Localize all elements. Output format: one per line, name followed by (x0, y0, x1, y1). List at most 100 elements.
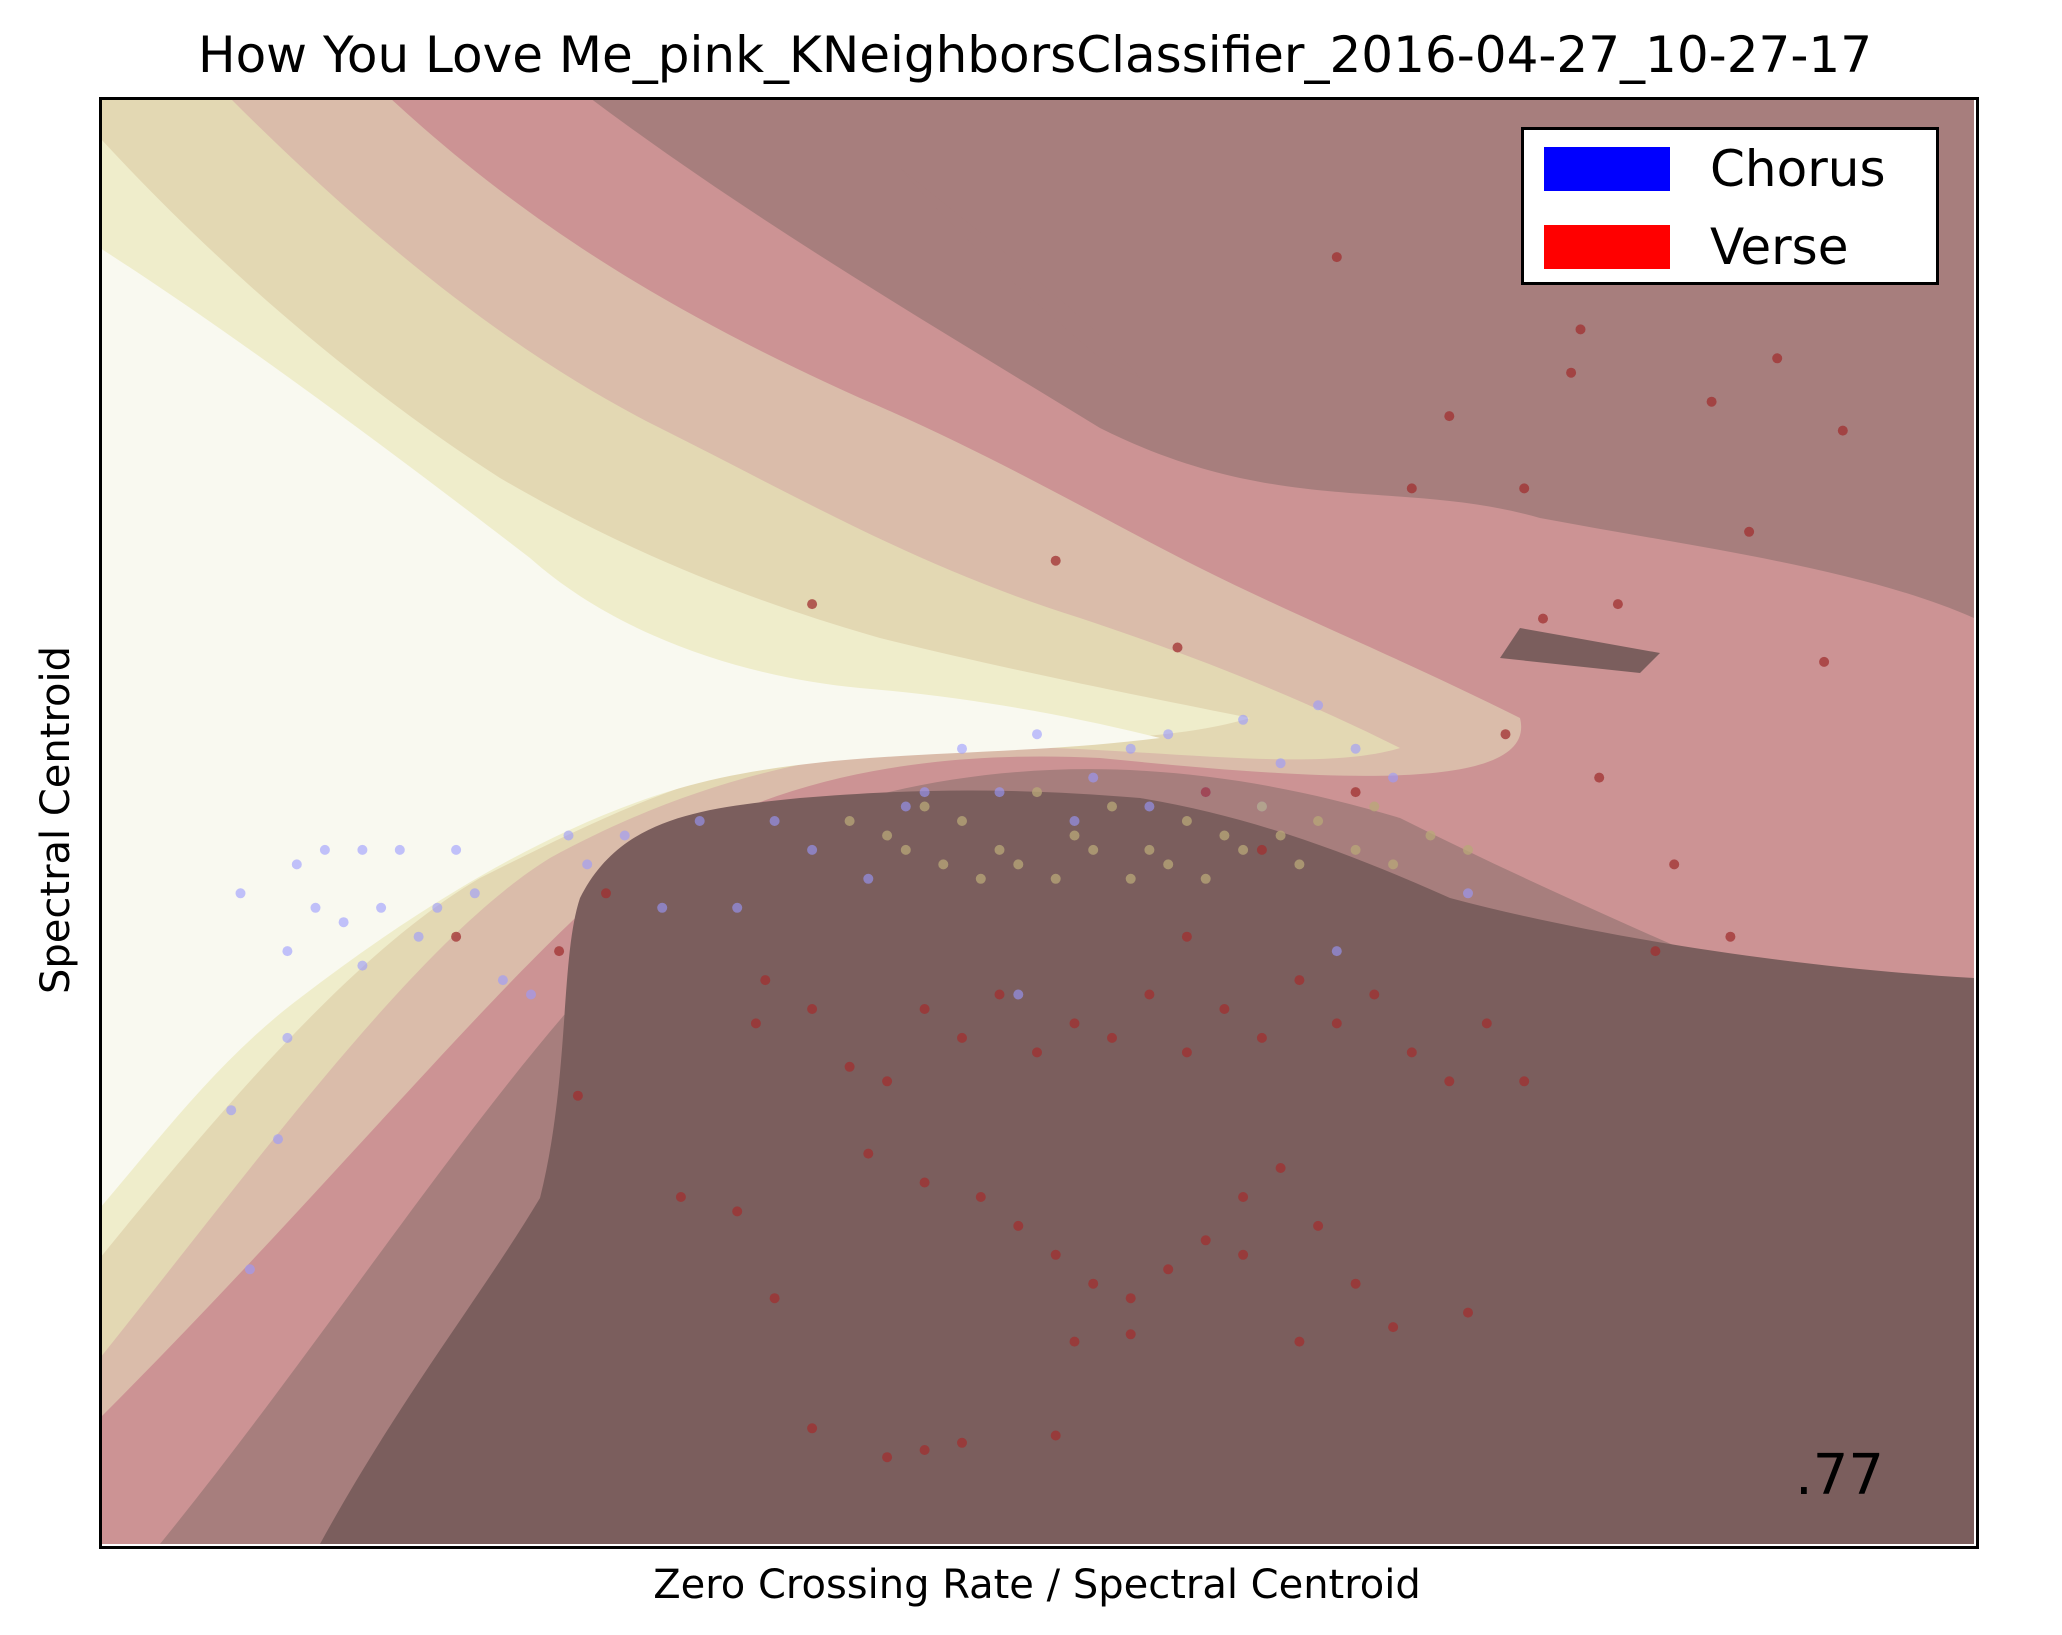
point-verse-3 (882, 1076, 893, 1087)
point-verse-57 (1406, 483, 1417, 494)
point-mixed-22 (1275, 830, 1286, 841)
point-chorus-12 (469, 888, 480, 899)
point-verse-15 (1331, 1018, 1342, 1029)
point-mixed-24 (1350, 844, 1361, 855)
point-verse-63 (1256, 844, 1267, 855)
point-verse-38 (882, 1452, 893, 1463)
point-verse-42 (1069, 1336, 1080, 1347)
point-verse-78 (1538, 613, 1548, 624)
point-verse-34 (675, 1192, 686, 1202)
point-mixed-3 (957, 816, 967, 826)
point-mixed-7 (1107, 801, 1117, 812)
point-mixed-29 (1369, 801, 1380, 812)
point-verse-25 (1088, 1278, 1099, 1289)
point-chorus-44 (919, 787, 930, 798)
point-chorus-20 (732, 902, 743, 913)
point-mixed-6 (1069, 830, 1080, 841)
point-verse-70 (807, 599, 818, 610)
point-verse-47 (1519, 1076, 1530, 1087)
point-chorus-41 (1331, 946, 1342, 957)
series-chorus (226, 700, 1473, 1275)
point-verse-5 (957, 1032, 967, 1043)
point-verse-53 (1837, 425, 1848, 436)
point-verse-71 (1050, 555, 1061, 566)
point-mixed-19 (1163, 859, 1174, 870)
point-verse-69 (1612, 599, 1623, 610)
point-mixed-9 (1181, 816, 1192, 826)
point-verse-48 (1650, 946, 1661, 957)
point-verse-9 (1107, 1032, 1117, 1043)
point-verse-41 (1050, 1430, 1061, 1441)
point-verse-52 (1772, 353, 1783, 364)
y-axis-label: Spectral Centroid (33, 646, 79, 994)
point-mixed-14 (975, 873, 986, 884)
point-chorus-40 (1013, 989, 1024, 1000)
point-verse-45 (1294, 1336, 1305, 1347)
point-chorus-17 (619, 830, 630, 841)
point-chorus-2 (291, 859, 302, 870)
point-chorus-18 (657, 902, 668, 913)
point-verse-66 (1594, 772, 1605, 783)
point-chorus-15 (563, 830, 574, 841)
point-chorus-22 (807, 844, 818, 855)
point-mixed-11 (1256, 801, 1267, 812)
point-verse-30 (1275, 1163, 1286, 1173)
legend-item-chorus: Chorus (1544, 140, 1886, 198)
point-chorus-42 (1463, 888, 1473, 899)
point-verse-2 (844, 1061, 855, 1072)
point-chorus-3 (310, 902, 321, 913)
point-chorus-38 (282, 1032, 293, 1043)
decision-regions (100, 98, 1974, 1544)
point-verse-16 (1369, 989, 1380, 1000)
point-chorus-45 (1069, 816, 1080, 826)
point-mixed-2 (919, 801, 930, 812)
point-verse-21 (919, 1177, 930, 1188)
point-mixed-18 (1125, 873, 1136, 884)
point-verse-18 (1444, 1076, 1455, 1087)
point-mixed-28 (900, 844, 911, 855)
point-verse-26 (1125, 1293, 1136, 1304)
point-chorus-28 (1088, 772, 1099, 783)
chart-title: How You Love Me_pink_KNeighborsClassifie… (197, 26, 1873, 84)
point-chorus-43 (273, 1134, 283, 1145)
point-verse-0 (750, 1018, 761, 1029)
legend-swatch-verse (1544, 225, 1670, 269)
point-verse-75 (1331, 252, 1342, 263)
point-verse-56 (1444, 411, 1455, 422)
point-chorus-25 (957, 743, 967, 754)
point-verse-72 (1200, 787, 1211, 798)
point-verse-74 (554, 946, 565, 957)
legend-item-verse: Verse (1544, 218, 1848, 276)
point-verse-59 (760, 975, 771, 986)
region-core-verse (320, 790, 1974, 1544)
point-chorus-1 (282, 946, 293, 957)
point-verse-35 (732, 1206, 743, 1217)
point-verse-6 (994, 989, 1005, 1000)
point-chorus-9 (413, 931, 424, 942)
point-chorus-10 (432, 902, 443, 913)
point-chorus-0 (235, 888, 246, 899)
point-mixed-10 (1219, 830, 1230, 841)
point-mixed-17 (1088, 844, 1099, 855)
legend-swatch-chorus (1544, 147, 1670, 191)
point-mixed-4 (994, 844, 1005, 855)
point-mixed-0 (844, 816, 855, 826)
point-verse-1 (807, 1004, 818, 1014)
point-verse-65 (1500, 729, 1511, 740)
point-chorus-14 (526, 989, 536, 1000)
point-mixed-16 (1050, 873, 1061, 884)
score-annotation: .77 (1795, 1443, 1885, 1508)
series-mixed (844, 787, 1473, 884)
point-verse-36 (769, 1293, 780, 1304)
point-verse-19 (1481, 1018, 1492, 1029)
point-chorus-37 (226, 1105, 237, 1116)
point-verse-39 (919, 1445, 930, 1455)
point-verse-31 (1313, 1220, 1324, 1231)
point-chorus-30 (1163, 729, 1174, 740)
point-verse-51 (1706, 396, 1717, 407)
point-verse-61 (572, 1090, 583, 1101)
point-verse-20 (863, 1148, 874, 1159)
point-chorus-4 (319, 844, 330, 855)
point-verse-28 (1200, 1235, 1211, 1246)
point-verse-67 (1669, 859, 1680, 870)
